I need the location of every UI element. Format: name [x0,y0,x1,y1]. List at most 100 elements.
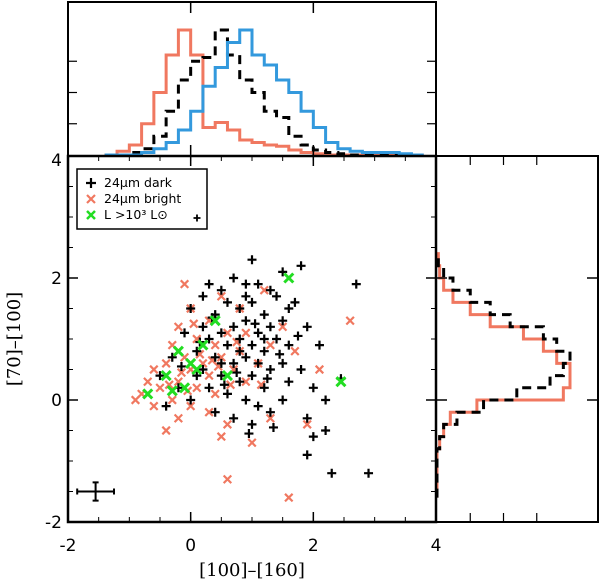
dark-source-point [235,346,245,356]
right-histogram [435,155,597,523]
luminous-source-point [166,385,178,397]
legend-extra-plus [193,214,201,222]
bright-source-point [173,322,183,332]
dark-source-point [259,310,269,320]
bright-source-point [167,395,177,405]
bright-source-point [265,413,275,423]
dark-source-point [265,285,275,295]
bright-source-point [345,316,355,326]
luminous-source-point [283,272,295,284]
dark-source-point [308,432,318,442]
dark-source-point [235,304,245,313]
x-tick-label: 0 [185,536,196,556]
dark-source-point [364,468,374,478]
axis-ticks [67,155,437,523]
dark-source-point [296,365,306,374]
scatter-points [130,169,374,503]
dark-source-point [302,413,312,423]
bright-source-point [130,395,141,405]
dark-source-point [216,328,226,338]
bright-source-point [222,328,233,338]
legend-symbol-bright [86,194,96,204]
dark-source-point [308,383,318,393]
dark-source-point [253,328,263,338]
dark-source-point [180,328,190,338]
bright-source-point [204,407,214,417]
bright-source-point [192,383,202,393]
top-histogram-series [104,28,424,157]
dark-source-point [278,395,288,405]
dark-source-point [219,380,229,390]
dark-source-point [241,316,251,326]
dark-source-point [265,407,275,417]
dark-source-point [253,358,263,368]
x-axis-title: [100]–[160] [199,560,305,581]
dark-source-point [241,352,251,362]
bright-source-point [216,432,226,442]
luminous-source-point [178,382,191,394]
dark-source-point [265,322,275,332]
x-tick-label: -2 [60,536,77,556]
legend-label-dark: 24μm dark [104,175,173,190]
bright-source-point [290,346,300,356]
dark-source-point [284,377,294,387]
bright-source-point [210,340,220,350]
scatter-panel: -2 0 2 4 -2 0 2 4 [100]–[160] [70]–[100]… [4,151,441,581]
bright-source-point [204,371,214,381]
y-tick-label: -2 [45,513,62,533]
dark-source-point [204,279,214,289]
dark-source-point [210,407,220,417]
y-tick-label: 4 [51,151,62,171]
x-tick-label: 4 [431,536,442,556]
dark-source-point [259,346,269,356]
dark-source-point [161,401,171,411]
bright-source-point [173,413,183,423]
dark-source-point [278,358,288,368]
luminous-source-point [335,376,347,388]
dark-source-point [278,316,288,326]
bright-source-point [265,340,275,350]
bright-source-point [210,389,220,399]
bright-source-point [278,322,288,332]
bright-source-point [164,380,174,390]
luminous-source-point [160,370,172,382]
bright-source-point [241,377,251,387]
luminous-source-point [221,370,234,382]
dark-source-point [167,352,177,362]
dark-source-point [259,383,269,393]
dark-source-point [253,401,263,411]
bright-source-point [284,493,294,503]
dark-source-point [222,389,232,399]
bright-source-point [143,377,153,387]
dark-source-point [302,450,312,460]
y-tick-label: 0 [51,391,62,411]
right-histogram-series [435,252,572,498]
dark-source-point [210,352,220,362]
dark-source-point [290,297,300,307]
top-histogram-series [104,28,424,157]
dark-source-point [241,291,251,301]
dark-source-point [321,395,331,405]
dark-source-point [241,279,251,289]
luminous-source-point [209,315,221,327]
luminous-source-point [142,388,154,400]
bright-source-point [241,328,251,338]
dark-source-point [186,304,196,313]
dark-source-point [293,331,303,341]
dark-source-point [272,291,282,301]
dark-source-point [321,426,331,435]
dark-source-point [247,255,257,265]
bright-source-point [222,474,233,484]
error-bar-cross [76,481,115,502]
legend-label-bright: 24μm bright [104,191,181,206]
dark-source-point [204,334,214,344]
bright-source-point [149,401,159,411]
dark-source-point [351,279,361,289]
dark-source-point [222,340,232,350]
error-bar [76,481,115,502]
dark-source-point [327,468,337,478]
dark-source-point [275,349,285,359]
dark-source-point [198,291,208,301]
